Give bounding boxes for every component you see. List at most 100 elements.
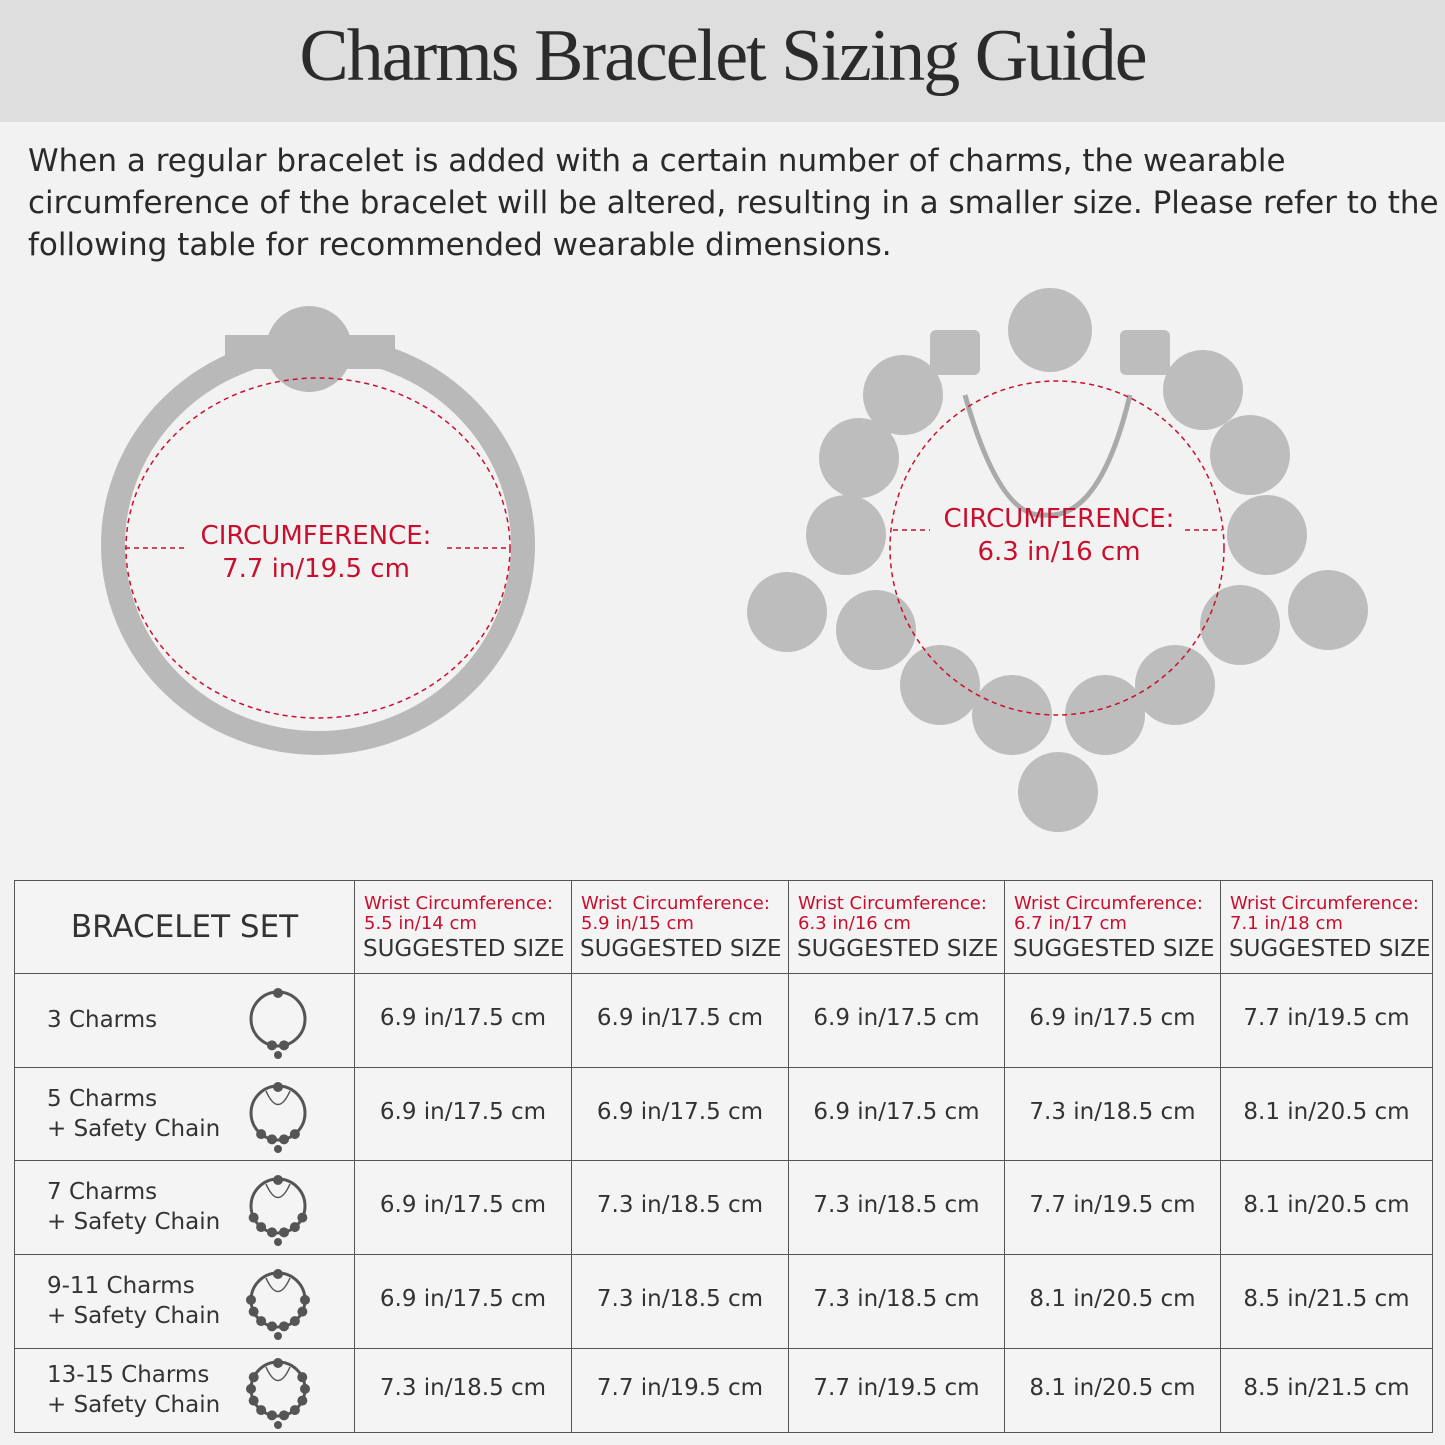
size-value: 8.5 in/21.5 cm xyxy=(1243,1375,1410,1401)
table-cell: 7.3 in/18.5 cm xyxy=(788,1254,1005,1349)
table-cell: 7.3 in/18.5 cm xyxy=(571,1254,789,1349)
row-label: 7 Charms xyxy=(47,1179,158,1205)
wrist-label: Wrist Circumference: xyxy=(1230,893,1419,914)
table-cell: Wrist Circumference: 5.5 in/14 cm SUGGESTE… xyxy=(354,880,572,974)
suggested-size-header: SUGGESTED SIZE xyxy=(1013,936,1215,962)
title: Charms Bracelet Sizing Guide xyxy=(299,15,1147,97)
size-value: 6.9 in/17.5 cm xyxy=(596,1098,764,1125)
circumference-label: CIRCUMFERENCE: 6.3 in/16 cm xyxy=(899,503,1219,569)
size-value: 7.3 in/18.5 cm xyxy=(379,1375,547,1401)
wrist-label: Wrist Circumference: xyxy=(1014,893,1203,914)
size-value: 7.7 in/19.5 cm xyxy=(596,1375,764,1401)
table-cell: 6.9 in/17.5 cm xyxy=(1004,973,1221,1068)
table-cell: 7.7 in/19.5 cm xyxy=(1004,1160,1221,1255)
wrist-label: 6.3 in/16 cm xyxy=(798,913,911,934)
table-cell: 6.9 in/17.5 cm xyxy=(354,973,572,1068)
wrist-label: 5.5 in/14 cm xyxy=(364,913,477,934)
size-value: 7.3 in/18.5 cm xyxy=(813,1286,980,1312)
table-cell: 7.7 in/19.5 cm xyxy=(571,1348,789,1433)
table-cell: 7.7 in/19.5 cm xyxy=(1220,973,1433,1068)
wrist-label: Wrist Circumference: xyxy=(798,893,987,914)
table-cell: 8.5 in/21.5 cm xyxy=(1220,1254,1433,1349)
table-cell: 8.5 in/21.5 cm xyxy=(1220,1348,1433,1433)
suggested-size-header: SUGGESTED SIZE xyxy=(1229,936,1431,962)
table-cell: 7.3 in/18.5 cm xyxy=(788,1160,1005,1255)
circumference-label: CIRCUMFERENCE: 7.7 in/19.5 cm xyxy=(156,520,476,586)
row-label: 13-15 Charms xyxy=(47,1362,210,1388)
bracelet-icon xyxy=(249,1081,307,1153)
size-value: 7.3 in/18.5 cm xyxy=(596,1192,764,1218)
label-line: 6.3 in/16 cm xyxy=(977,537,1141,567)
table-cell: 8.1 in/20.5 cm xyxy=(1004,1254,1221,1349)
size-value: 7.3 in/18.5 cm xyxy=(813,1192,980,1218)
bracelet-icon xyxy=(249,988,307,1059)
wrist-label: Wrist Circumference: xyxy=(364,893,553,914)
row-label: + Safety Chain xyxy=(47,1209,221,1235)
size-value: 7.3 in/18.5 cm xyxy=(596,1286,764,1312)
wrist-label: 5.9 in/15 cm xyxy=(581,913,694,934)
bracelet-icon xyxy=(248,1175,308,1246)
table-cell: 6.9 in/17.5 cm xyxy=(571,1067,789,1161)
header-band: Charms Bracelet Sizing Guide xyxy=(0,0,1445,122)
row-label: + Safety Chain xyxy=(47,1392,221,1418)
wrist-label: Wrist Circumference: xyxy=(581,893,770,914)
suggested-size-header: SUGGESTED SIZE xyxy=(797,936,999,962)
table-cell: 7.3 in/18.5 cm xyxy=(1004,1067,1221,1161)
table-cell: 6.9 in/17.5 cm xyxy=(354,1067,572,1161)
wrist-label: 6.7 in/17 cm xyxy=(1014,913,1127,934)
row-label: 9-11 Charms xyxy=(47,1273,195,1299)
intro-line: When a regular bracelet is added with a … xyxy=(28,143,1286,179)
size-value: 7.7 in/19.5 cm xyxy=(1243,1005,1410,1031)
size-value: 6.9 in/17.5 cm xyxy=(379,1098,547,1125)
table-cell: 7.3 in/18.5 cm xyxy=(571,1160,789,1255)
size-value: 6.9 in/17.5 cm xyxy=(379,1005,547,1031)
intro-line: following table for recommended wearable… xyxy=(28,227,892,263)
size-value: 6.9 in/17.5 cm xyxy=(813,1005,980,1031)
table-cell: Wrist Circumference: 5.9 in/15 cm SUGGESTE… xyxy=(571,880,789,974)
table-cell: Wrist Circumference: 6.3 in/16 cm SUGGESTE… xyxy=(788,880,1005,974)
wrist-label: 7.1 in/18 cm xyxy=(1230,913,1343,934)
size-value: 8.1 in/20.5 cm xyxy=(1243,1192,1410,1218)
bracelet-icon xyxy=(246,1269,310,1340)
size-value: 6.9 in/17.5 cm xyxy=(379,1192,547,1218)
suggested-size-header: SUGGESTED SIZE xyxy=(363,936,565,962)
table-cell: 8.1 in/20.5 cm xyxy=(1220,1067,1433,1161)
table-cell: 8.1 in/20.5 cm xyxy=(1220,1160,1433,1255)
table-cell: 3 Charms xyxy=(14,973,355,1068)
size-value: 7.7 in/19.5 cm xyxy=(813,1375,980,1401)
label-line: 7.7 in/19.5 cm xyxy=(222,554,410,584)
table-cell: 7 Charms + Safety Chain xyxy=(14,1160,355,1255)
bracelet-icon xyxy=(246,1358,310,1429)
row-label: + Safety Chain xyxy=(47,1303,221,1329)
row-label: + Safety Chain xyxy=(47,1115,221,1142)
size-value: 8.5 in/21.5 cm xyxy=(1243,1286,1410,1312)
size-value: 7.3 in/18.5 cm xyxy=(1029,1098,1196,1125)
table-cell: 6.9 in/17.5 cm xyxy=(354,1254,572,1349)
size-value: 8.1 in/20.5 cm xyxy=(1029,1375,1196,1401)
size-value: 8.1 in/20.5 cm xyxy=(1029,1286,1196,1312)
table-cell: 8.1 in/20.5 cm xyxy=(1004,1348,1221,1433)
label-line: CIRCUMFERENCE: xyxy=(943,504,1175,534)
table-cell: Wrist Circumference: 6.7 in/17 cm SUGGESTE… xyxy=(1004,880,1221,974)
table-cell: 13-15 Charms + Safety Chain xyxy=(14,1348,355,1433)
bracelet-illustrations xyxy=(101,288,1368,832)
label-line: CIRCUMFERENCE: xyxy=(200,521,432,551)
table-cell: 7.7 in/19.5 cm xyxy=(788,1348,1005,1433)
row-label: 5 Charms xyxy=(47,1085,158,1112)
table-cell: 6.9 in/17.5 cm xyxy=(571,973,789,1068)
table-cell: 5 Charms + Safety Chain xyxy=(14,1067,355,1161)
table-cell: 7.3 in/18.5 cm xyxy=(354,1348,572,1433)
size-value: 8.1 in/20.5 cm xyxy=(1243,1098,1410,1125)
size-table: BRACELET SET Wrist Circumference: 5.5 in/1… xyxy=(14,880,1433,1433)
size-value: 6.9 in/17.5 cm xyxy=(379,1286,547,1312)
size-value: 7.7 in/19.5 cm xyxy=(1029,1192,1196,1218)
size-value: 6.9 in/17.5 cm xyxy=(813,1098,980,1125)
corner-header: BRACELET SET xyxy=(70,909,299,945)
row-label: 3 Charms xyxy=(47,1007,158,1033)
table-cell: Wrist Circumference: 7.1 in/18 cm SUGGESTE… xyxy=(1220,880,1433,974)
table-cell: 6.9 in/17.5 cm xyxy=(788,973,1005,1068)
table-cell: 9-11 Charms + Safety Chain xyxy=(14,1254,355,1349)
table-cell: 6.9 in/17.5 cm xyxy=(788,1067,1005,1161)
size-value: 6.9 in/17.5 cm xyxy=(596,1005,764,1031)
